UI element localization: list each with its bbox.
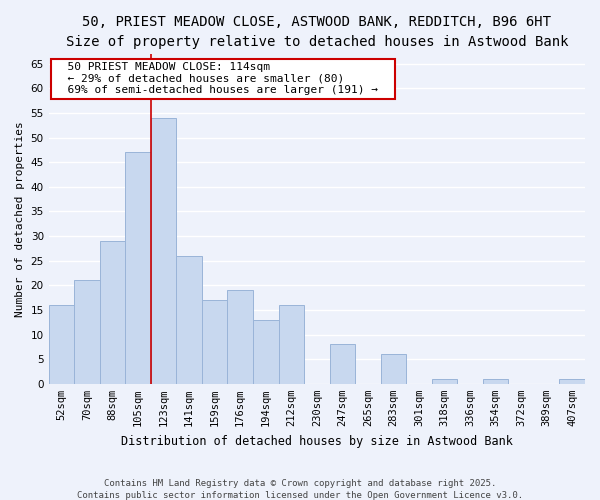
X-axis label: Distribution of detached houses by size in Astwood Bank: Distribution of detached houses by size … xyxy=(121,434,513,448)
Title: 50, PRIEST MEADOW CLOSE, ASTWOOD BANK, REDDITCH, B96 6HT
Size of property relati: 50, PRIEST MEADOW CLOSE, ASTWOOD BANK, R… xyxy=(65,15,568,48)
Bar xyxy=(432,379,457,384)
Bar xyxy=(176,256,202,384)
Bar xyxy=(278,305,304,384)
Bar xyxy=(227,290,253,384)
Bar xyxy=(49,305,74,384)
Bar xyxy=(125,152,151,384)
Bar xyxy=(74,280,100,384)
Bar xyxy=(380,354,406,384)
Bar xyxy=(100,241,125,384)
Text: Contains HM Land Registry data © Crown copyright and database right 2025.
Contai: Contains HM Land Registry data © Crown c… xyxy=(77,478,523,500)
Bar xyxy=(151,118,176,384)
Text: 50 PRIEST MEADOW CLOSE: 114sqm  
  ← 29% of detached houses are smaller (80)  
 : 50 PRIEST MEADOW CLOSE: 114sqm ← 29% of … xyxy=(54,62,392,96)
Y-axis label: Number of detached properties: Number of detached properties xyxy=(15,121,25,316)
Bar xyxy=(483,379,508,384)
Bar xyxy=(253,320,278,384)
Bar xyxy=(202,300,227,384)
Bar xyxy=(329,344,355,384)
Bar xyxy=(559,379,585,384)
